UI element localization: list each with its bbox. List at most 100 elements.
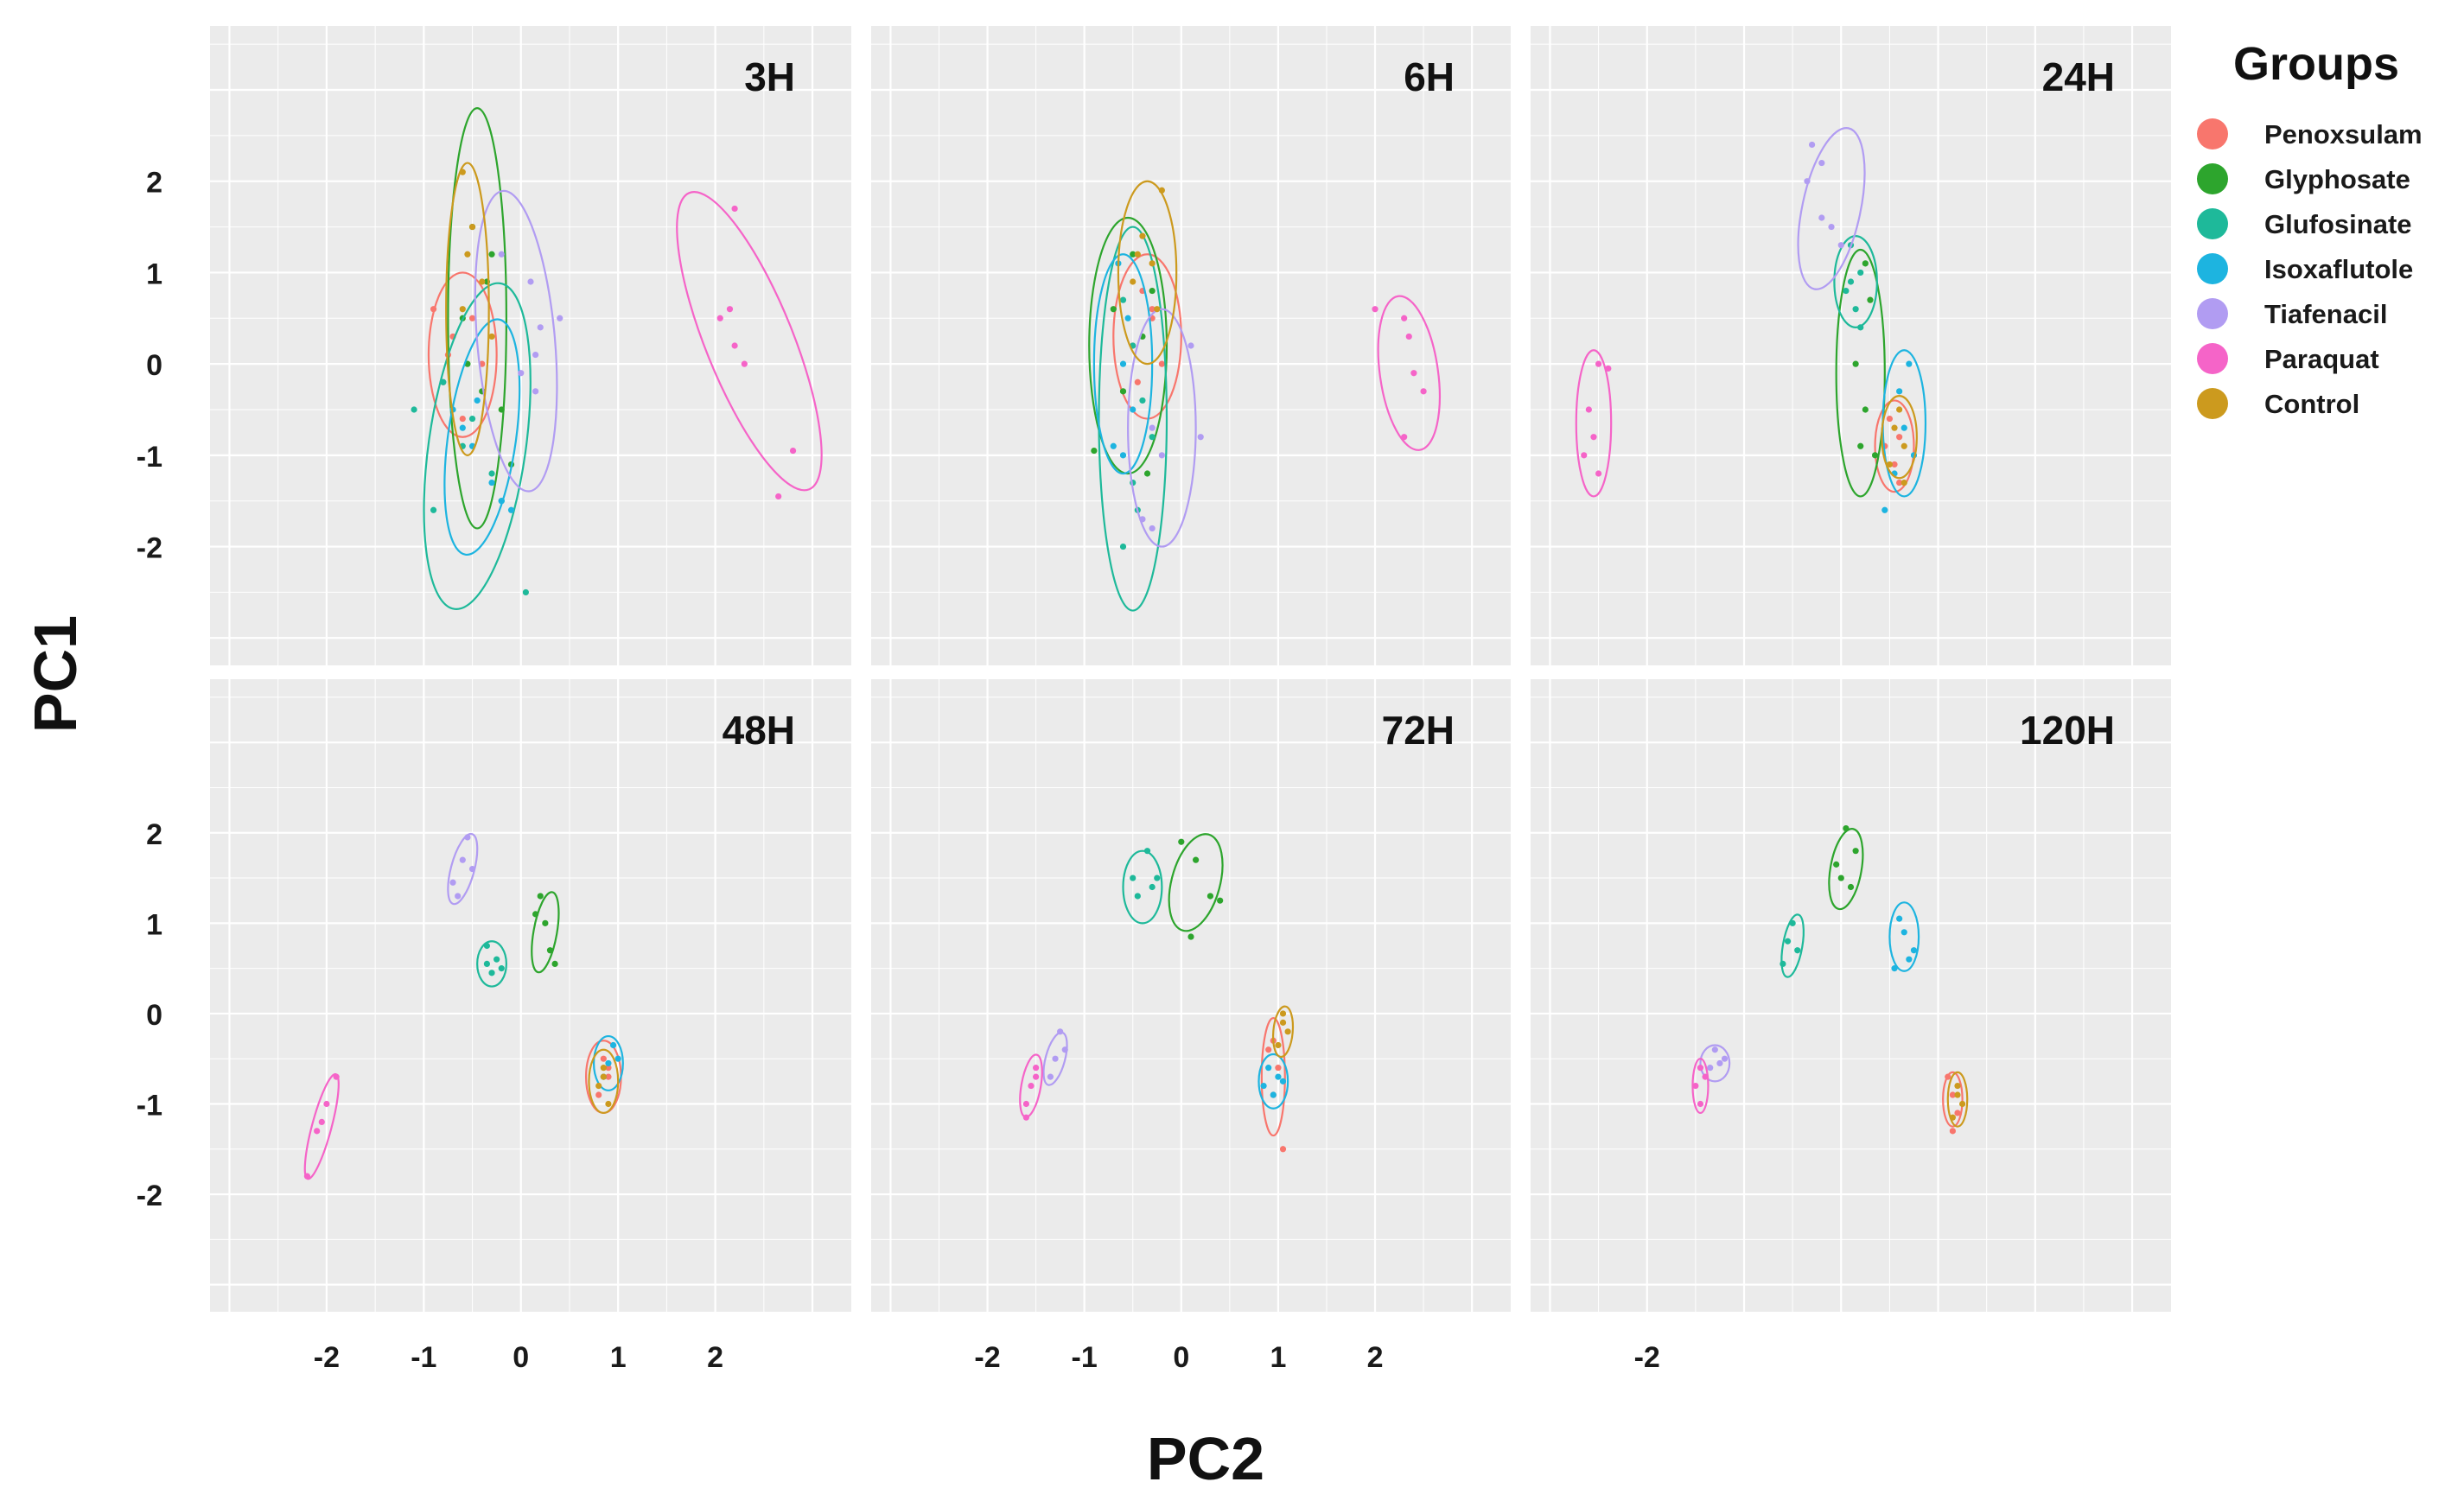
point-penoxsulam bbox=[1949, 1091, 1956, 1098]
point-paraquat bbox=[1022, 1100, 1029, 1108]
point-control bbox=[1130, 278, 1136, 285]
point-penoxsulam bbox=[605, 1065, 612, 1072]
point-tiafenacil bbox=[1818, 159, 1825, 167]
y-tick-label: -1 bbox=[137, 441, 162, 474]
point-paraquat bbox=[1420, 388, 1427, 395]
ellipse-glufosinate bbox=[1780, 913, 1805, 978]
point-glufosinate bbox=[1843, 287, 1850, 295]
x-tick-label: 1 bbox=[1270, 1341, 1286, 1374]
panel-label: 120H bbox=[2020, 708, 2115, 753]
point-glyphosate bbox=[537, 893, 544, 900]
legend-label: Penoxsulam bbox=[2264, 119, 2423, 149]
point-paraquat bbox=[323, 1100, 330, 1108]
point-control bbox=[1279, 1019, 1287, 1026]
ellipse-penoxsulam bbox=[1260, 1017, 1286, 1137]
point-control bbox=[1134, 251, 1141, 258]
point-tiafenacil bbox=[498, 251, 505, 258]
point-control bbox=[1886, 461, 1894, 468]
point-glufosinate bbox=[483, 942, 491, 950]
point-glufosinate bbox=[1149, 434, 1156, 441]
ellipse-isoxaflutole bbox=[443, 318, 521, 557]
point-isoxaflutole bbox=[1896, 915, 1903, 922]
legend-key bbox=[2197, 118, 2228, 149]
panel-72h: 72H bbox=[871, 679, 1511, 1312]
legend-item-glyphosate: Glyphosate bbox=[2197, 163, 2410, 194]
point-isoxaflutole bbox=[498, 498, 505, 505]
point-paraquat bbox=[1697, 1065, 1704, 1072]
y-tick-label: -2 bbox=[137, 532, 162, 565]
ellipse-glyphosate bbox=[1088, 216, 1168, 475]
point-glyphosate bbox=[1217, 897, 1224, 904]
point-control bbox=[1949, 1114, 1956, 1121]
ellipse-isoxaflutole bbox=[1888, 901, 1920, 972]
point-tiafenacil bbox=[532, 388, 539, 395]
ellipse-tiafenacil bbox=[1127, 308, 1197, 548]
point-glyphosate bbox=[1852, 848, 1859, 855]
legend-label: Glufosinate bbox=[2264, 209, 2412, 239]
point-control bbox=[1279, 1010, 1287, 1017]
point-isoxaflutole bbox=[1270, 1091, 1277, 1098]
point-paraquat bbox=[318, 1118, 325, 1125]
point-tiafenacil bbox=[449, 879, 456, 886]
point-tiafenacil bbox=[1711, 1046, 1718, 1053]
point-paraquat bbox=[1372, 306, 1378, 313]
point-control bbox=[479, 278, 486, 285]
point-tiafenacil bbox=[1721, 1055, 1729, 1062]
ellipse-tiafenacil bbox=[1797, 127, 1866, 290]
point-paraquat bbox=[716, 315, 723, 321]
point-penoxsulam bbox=[459, 415, 466, 423]
ellipse-glyphosate bbox=[1168, 833, 1224, 932]
point-glyphosate bbox=[1143, 470, 1151, 477]
point-glufosinate bbox=[1857, 324, 1864, 331]
point-isoxaflutole bbox=[609, 1041, 617, 1049]
ellipse-glufosinate bbox=[1122, 849, 1163, 925]
panel-label: 72H bbox=[1382, 708, 1455, 753]
point-tiafenacil bbox=[557, 315, 563, 321]
point-paraquat bbox=[314, 1128, 321, 1135]
point-tiafenacil bbox=[1837, 242, 1844, 249]
point-glyphosate bbox=[532, 911, 539, 918]
ellipse-glyphosate bbox=[531, 891, 560, 974]
point-isoxaflutole bbox=[459, 424, 466, 431]
legend-title: Groups bbox=[2233, 38, 2399, 90]
point-paraquat bbox=[1401, 315, 1408, 321]
point-control bbox=[1154, 306, 1161, 313]
ellipse-glufosinate bbox=[1098, 226, 1168, 612]
ellipse-penoxsulam bbox=[1874, 399, 1915, 493]
point-paraquat bbox=[1410, 370, 1417, 377]
ellipse-tiafenacil bbox=[1699, 1044, 1731, 1083]
legend-label: Tiafenacil bbox=[2264, 299, 2387, 329]
point-control bbox=[1149, 260, 1156, 267]
legend-key bbox=[2197, 253, 2228, 284]
legend: Groups Penoxsulam Glyphosate Glufosinate Iso… bbox=[2197, 38, 2423, 419]
y-tick-label: 0 bbox=[146, 999, 162, 1032]
point-isoxaflutole bbox=[507, 506, 515, 513]
panels-layer: 3H 6H 24H 48H 72H 120H bbox=[210, 26, 2171, 1312]
ellipse-isoxaflutole bbox=[1257, 1053, 1289, 1110]
point-glufosinate bbox=[1794, 947, 1801, 954]
point-glyphosate bbox=[1091, 447, 1098, 455]
point-tiafenacil bbox=[518, 370, 525, 377]
point-paraquat bbox=[726, 306, 734, 313]
panel-background bbox=[1531, 679, 2171, 1312]
x-tick-label: 2 bbox=[707, 1341, 723, 1374]
point-glyphosate bbox=[551, 960, 558, 967]
point-glufosinate bbox=[1139, 397, 1146, 404]
point-glufosinate bbox=[488, 470, 495, 477]
point-glyphosate bbox=[1110, 306, 1117, 313]
point-glyphosate bbox=[1871, 452, 1879, 459]
point-glyphosate bbox=[1119, 388, 1127, 395]
point-glufosinate bbox=[430, 506, 437, 513]
point-glyphosate bbox=[1193, 856, 1200, 863]
point-penoxsulam bbox=[1134, 378, 1141, 385]
point-isoxaflutole bbox=[605, 1059, 612, 1067]
point-control bbox=[1901, 479, 1907, 487]
point-control bbox=[1284, 1028, 1291, 1035]
axes-layer: 2 1 0 -1 -2 2 1 0 -1 -2 -2 -1 0 1 2 -2 -1 0 1 2 -2 PC2 PC1 bbox=[22, 167, 1660, 1492]
point-paraquat bbox=[731, 342, 738, 349]
point-penoxsulam bbox=[605, 1073, 612, 1080]
x-tick-label: -2 bbox=[1634, 1341, 1660, 1374]
ellipse-control bbox=[588, 1048, 620, 1115]
point-paraquat bbox=[1590, 434, 1597, 441]
ellipse-tiafenacil bbox=[474, 189, 558, 493]
